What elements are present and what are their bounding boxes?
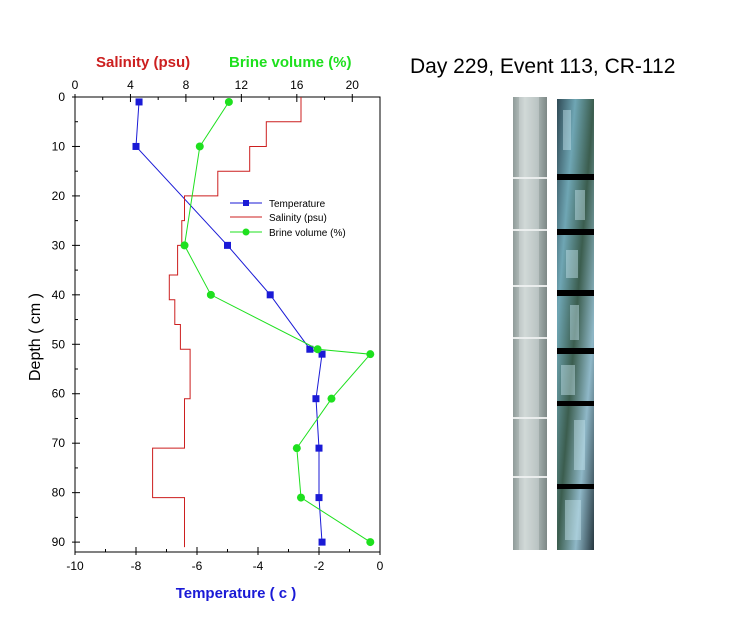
brine-point [224, 97, 233, 106]
series-line-2 [183, 101, 372, 543]
y-axis-label: Depth ( cm ) [27, 293, 44, 381]
temperature-point [135, 98, 143, 106]
plot-frame [74, 96, 381, 553]
brine-point [327, 394, 336, 403]
temperature-point [224, 241, 231, 249]
top-tick-label: 12 [235, 78, 249, 92]
series-line-0 [135, 101, 323, 543]
temperature-point [132, 142, 140, 150]
brine-point [366, 350, 375, 359]
top-axis-label-salinity: Salinity (psu) [96, 54, 190, 71]
brine-point [195, 142, 204, 151]
top-tick-label: 16 [290, 78, 304, 92]
top-tick-label: 20 [346, 78, 360, 92]
y-tick-label: 40 [52, 288, 66, 302]
y-tick-label: 30 [52, 238, 66, 252]
legend-brine-marker [242, 228, 250, 236]
x-tick-label: 0 [377, 559, 384, 573]
brine-point [366, 538, 375, 547]
legend-brine-label: Brine volume (%) [269, 228, 346, 239]
y-tick-label: 50 [52, 337, 66, 351]
top-tick-label: 4 [127, 78, 134, 92]
figure-title: Day 229, Event 113, CR-112 [410, 55, 675, 78]
y-tick-label: 90 [52, 535, 66, 549]
brine-point [206, 290, 215, 299]
y-tick-label: 80 [52, 486, 66, 500]
temperature-point [315, 494, 323, 502]
temperature-point [306, 345, 314, 353]
legend-temperature-marker [243, 200, 249, 206]
top-tick-label: 8 [183, 78, 190, 92]
temperature-point [266, 291, 274, 299]
plot-layer [132, 97, 375, 548]
y-tick-label: 60 [52, 387, 66, 401]
top-axis-label-brine: Brine volume (%) [229, 54, 352, 71]
x-axis-label: Temperature ( c ) [176, 585, 297, 602]
temperature-point [312, 395, 320, 403]
top-tick-label: 0 [72, 78, 79, 92]
legend: Temperature Salinity (psu) Brine volume … [230, 199, 346, 239]
y-tick-label: 70 [52, 436, 66, 450]
y-tick-label: 20 [52, 189, 66, 203]
ice-core-photo-left [513, 97, 547, 550]
x-tick-label: -6 [192, 559, 203, 573]
x-tick-label: -8 [131, 559, 142, 573]
brine-point [296, 493, 305, 502]
temperature-point [315, 444, 323, 452]
x-tick-label: -4 [253, 559, 264, 573]
temperature-point [318, 350, 326, 358]
temperature-point [318, 538, 326, 546]
legend-salinity-label: Salinity (psu) [269, 213, 327, 224]
x-tick-label: -2 [314, 559, 325, 573]
series-line-1 [152, 97, 302, 548]
ice-core-photo-right [557, 99, 594, 550]
legend-temperature-label: Temperature [269, 199, 326, 210]
brine-point [292, 444, 301, 453]
y-tick-label: 0 [58, 90, 65, 104]
brine-point [313, 345, 322, 354]
y-tick-label: 10 [52, 139, 66, 153]
brine-point [180, 241, 189, 250]
x-tick-label: -10 [66, 559, 84, 573]
